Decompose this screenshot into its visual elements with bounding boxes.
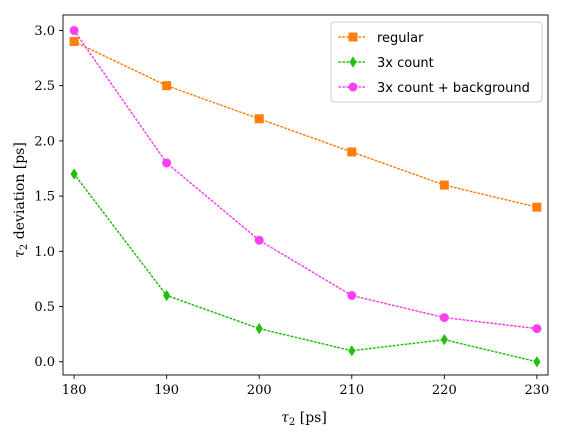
y-tick-label: 0.5 [34,300,55,315]
series-1-point [256,323,263,334]
series-1-point [441,334,448,345]
x-tick-label: 230 [524,383,549,398]
series-0-point [255,114,264,123]
y-tick-label: 1.5 [34,190,55,205]
series-0-point [347,147,356,156]
x-axis-ticks: 180 190 200 210 220 230 [62,375,550,398]
legend-label-2: 3x count + background [377,81,530,96]
series-2-point [532,324,541,333]
series-2-point [70,26,79,35]
y-tick-label: 2.5 [34,79,55,94]
series-2-point [255,236,264,245]
y-tick-label: 0.0 [34,355,55,370]
series-2-point [162,158,171,167]
series-0-point [532,203,541,212]
series-1-point [348,345,355,356]
series-2-point [440,313,449,322]
y-axis-ticks: 0.0 0.5 1.0 1.5 2.0 2.5 3.0 [34,24,63,370]
legend-marker-0 [349,33,358,42]
x-tick-label: 200 [247,383,272,398]
legend-label-0: regular [377,31,424,46]
series-0-point [162,81,171,90]
x-tick-label: 220 [432,383,457,398]
x-tick-label: 190 [154,383,179,398]
series-0-point [70,37,79,46]
x-tick-label: 180 [62,383,87,398]
y-tick-label: 3.0 [34,24,55,39]
legend-label-1: 3x count [377,56,434,71]
series-2-point [347,291,356,300]
series-0-point [440,181,449,190]
legend: regular 3x count 3x count + background [331,22,542,102]
series-1-point [533,356,540,367]
x-axis-label: τ2 [ps] [281,410,327,428]
y-axis-label: τ2 deviation [ps] [12,142,30,258]
y-tick-label: 1.0 [34,245,55,260]
legend-marker-2 [349,83,358,92]
y-tick-label: 2.0 [34,134,55,149]
x-tick-label: 210 [339,383,364,398]
